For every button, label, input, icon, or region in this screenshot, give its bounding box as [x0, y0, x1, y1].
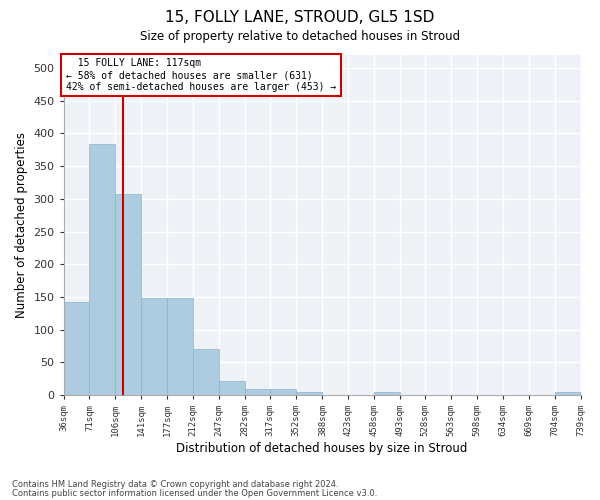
Bar	[245, 388, 270, 395]
Text: 15 FOLLY LANE: 117sqm
← 58% of detached houses are smaller (631)
42% of semi-det: 15 FOLLY LANE: 117sqm ← 58% of detached …	[66, 58, 337, 92]
Bar	[115, 194, 141, 395]
Bar	[167, 298, 193, 395]
Bar	[270, 390, 296, 395]
Bar	[141, 298, 167, 395]
Bar	[374, 392, 400, 395]
Text: Size of property relative to detached houses in Stroud: Size of property relative to detached ho…	[140, 30, 460, 43]
Text: 15, FOLLY LANE, STROUD, GL5 1SD: 15, FOLLY LANE, STROUD, GL5 1SD	[166, 10, 434, 25]
Bar	[219, 381, 245, 395]
X-axis label: Distribution of detached houses by size in Stroud: Distribution of detached houses by size …	[176, 442, 468, 455]
Bar	[64, 302, 89, 395]
Bar	[296, 392, 322, 395]
Bar	[555, 392, 580, 395]
Text: Contains public sector information licensed under the Open Government Licence v3: Contains public sector information licen…	[12, 488, 377, 498]
Bar	[89, 144, 115, 395]
Bar	[193, 350, 219, 395]
Y-axis label: Number of detached properties: Number of detached properties	[15, 132, 28, 318]
Text: Contains HM Land Registry data © Crown copyright and database right 2024.: Contains HM Land Registry data © Crown c…	[12, 480, 338, 489]
